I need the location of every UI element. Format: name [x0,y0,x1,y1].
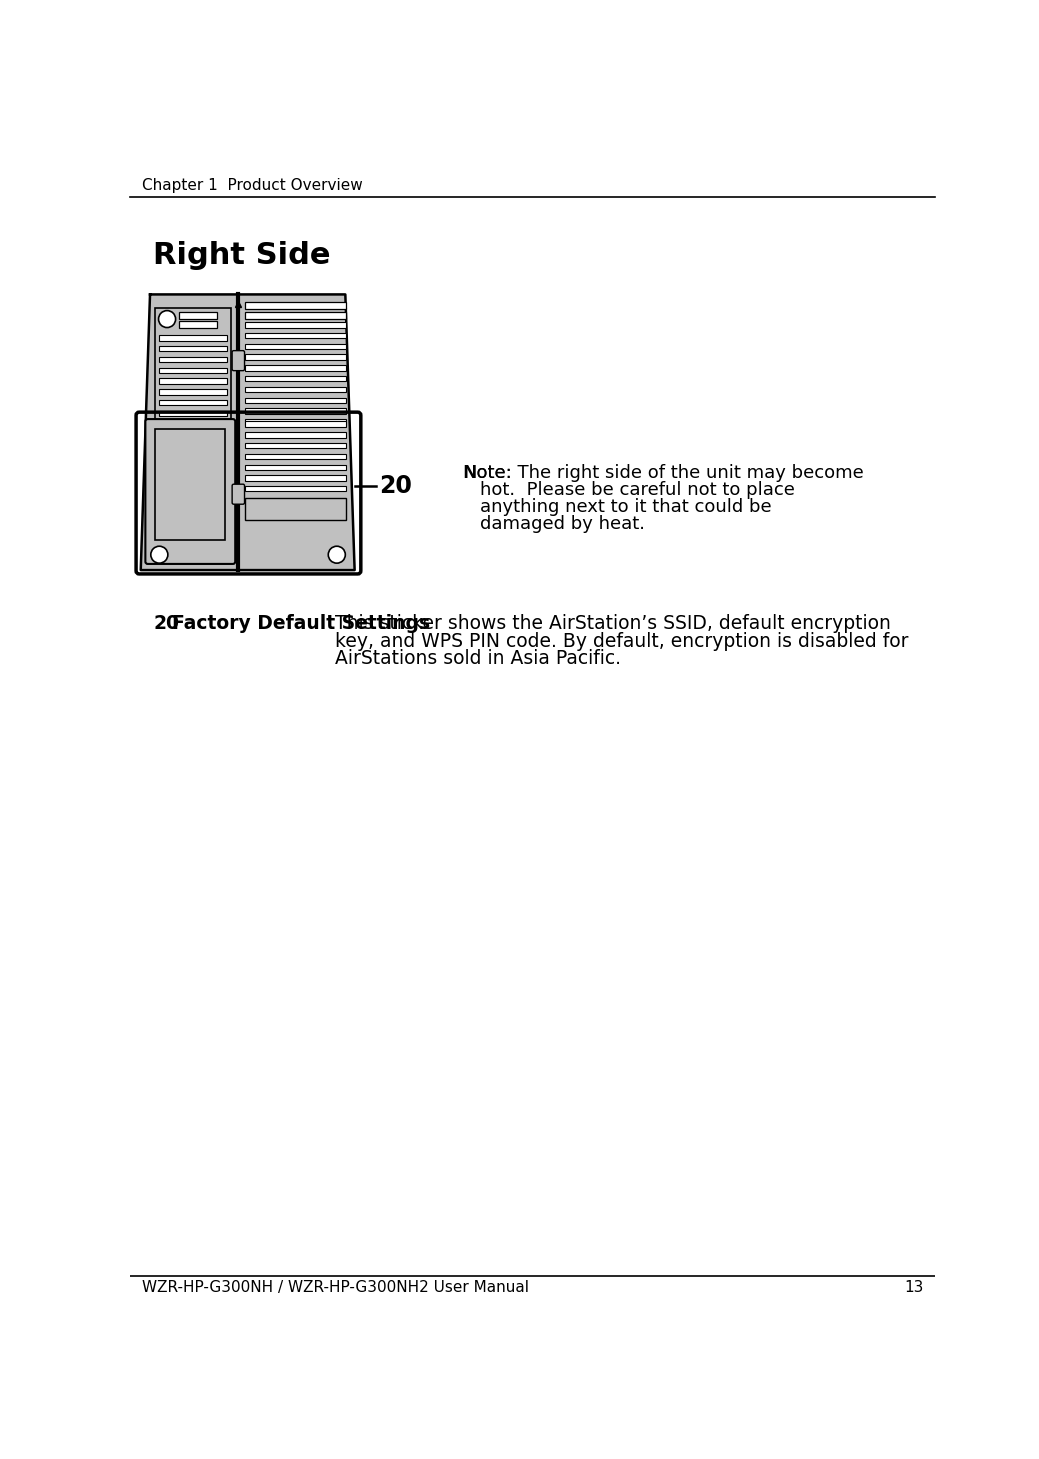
Bar [159,390,227,394]
Bar [156,547,165,554]
Bar [159,336,227,340]
Bar [244,444,346,448]
Bar [244,422,346,427]
Circle shape [159,311,176,327]
Circle shape [151,546,168,563]
Bar [244,344,346,349]
Bar [244,409,346,414]
Bar [159,422,227,427]
Text: hot.  Please be careful not to place: hot. Please be careful not to place [480,481,795,499]
Bar [156,308,231,422]
Bar [159,378,227,384]
Bar [244,499,346,519]
Bar [244,464,346,470]
Bar [244,454,346,460]
Bar [244,387,346,392]
Bar [159,368,227,374]
Text: Chapter 1  Product Overview: Chapter 1 Product Overview [141,178,363,194]
Text: damaged by heat.: damaged by heat. [480,515,645,533]
Bar [244,476,346,480]
Text: Right Side: Right Side [153,241,330,270]
Bar [244,333,346,338]
Bar [244,432,346,438]
Text: Note: The right side of the unit may become: Note: The right side of the unit may bec… [463,464,863,481]
Bar [179,321,217,328]
Bar [244,365,346,371]
FancyBboxPatch shape [145,419,235,565]
Bar [244,486,346,492]
Bar [159,346,227,352]
Text: key, and WPS PIN code. By default, encryption is disabled for: key, and WPS PIN code. By default, encry… [336,632,909,651]
Bar [179,312,217,320]
Text: Factory Default Settings: Factory Default Settings [172,614,430,633]
FancyBboxPatch shape [232,350,244,371]
Polygon shape [140,295,354,570]
Bar [244,302,346,309]
Bar [244,322,346,327]
Text: 20: 20 [379,474,412,498]
FancyBboxPatch shape [232,484,244,505]
Text: anything next to it that could be: anything next to it that could be [480,498,772,516]
Bar [159,400,227,406]
Text: 20: 20 [153,614,179,633]
Circle shape [328,546,345,563]
Bar [244,376,346,381]
Text: AirStations sold in Asia Pacific.: AirStations sold in Asia Pacific. [336,649,621,668]
Text: 13: 13 [904,1280,924,1296]
Bar [244,355,346,360]
Bar [159,357,227,362]
Bar [244,419,346,425]
Text: WZR-HP-G300NH / WZR-HP-G300NH2 User Manual: WZR-HP-G300NH / WZR-HP-G300NH2 User Manu… [141,1280,529,1296]
Text: This sticker shows the AirStation’s SSID, default encryption: This sticker shows the AirStation’s SSID… [336,614,891,633]
Bar [244,312,346,320]
Text: Note:: Note: [463,464,512,481]
Bar [244,398,346,403]
Bar [159,410,227,416]
Bar [156,429,225,540]
